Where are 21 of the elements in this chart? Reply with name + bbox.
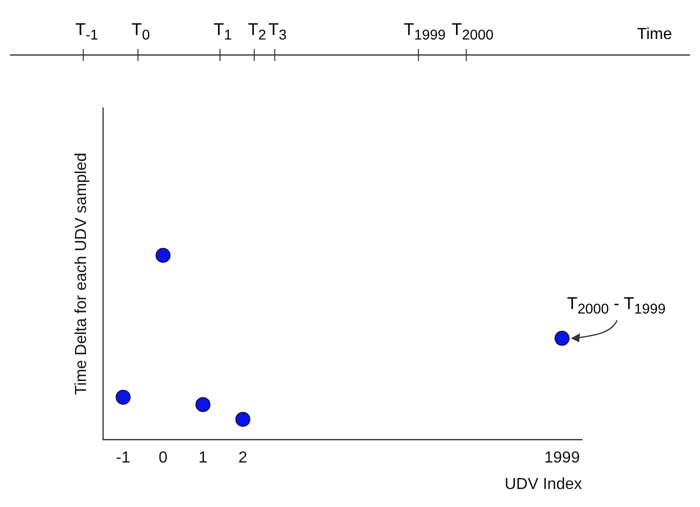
x-tick-label: 2 — [238, 450, 248, 467]
text: T$_{2}$ — [248, 20, 266, 44]
annotation: T$_{2000}$ - T$_{1999}$ — [567, 294, 666, 318]
x-tick-label: 1 — [198, 450, 208, 467]
x-tick-label: -1 — [116, 450, 130, 467]
point — [116, 390, 131, 405]
text: T$_{2000}$ — [452, 20, 494, 44]
x-axis-title: UDV Index — [504, 476, 582, 493]
text: T$_{1}$ — [214, 20, 232, 44]
text: T$_{-1}$ — [75, 20, 98, 44]
y-axis-title: Time Delta for each UDV sampled — [73, 152, 90, 395]
point — [554, 330, 570, 346]
point — [195, 397, 210, 412]
point — [235, 412, 250, 427]
x-tick-label: 0 — [158, 450, 168, 467]
text: T$_{0}$ — [132, 20, 150, 44]
x-tick-label: 1999 — [544, 450, 580, 467]
text: T$_{1999}$ — [404, 20, 446, 44]
point — [156, 248, 171, 263]
text: T$_{3}$ — [268, 20, 287, 44]
text: Time — [637, 26, 672, 44]
